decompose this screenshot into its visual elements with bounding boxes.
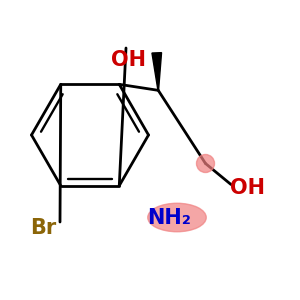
Polygon shape <box>152 52 161 90</box>
Text: OH: OH <box>112 50 146 70</box>
Ellipse shape <box>148 203 206 232</box>
Text: NH₂: NH₂ <box>148 208 191 227</box>
Text: Br: Br <box>30 218 57 238</box>
Circle shape <box>196 154 214 172</box>
Text: OH: OH <box>230 178 265 197</box>
